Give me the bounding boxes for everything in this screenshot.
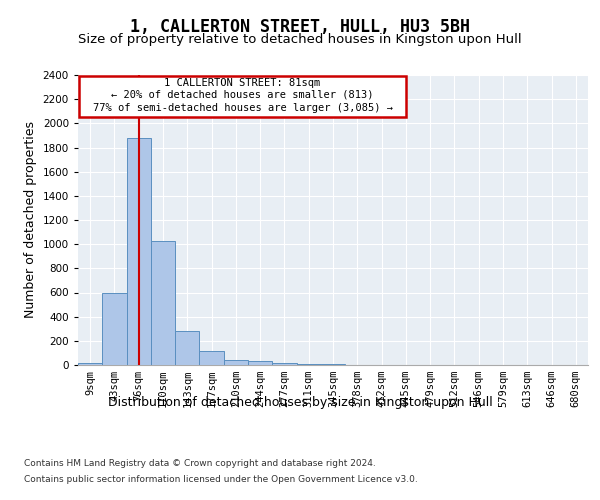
Bar <box>175 330 199 365</box>
Text: 77% of semi-detached houses are larger (3,085) →: 77% of semi-detached houses are larger (… <box>92 102 392 113</box>
Text: ← 20% of detached houses are smaller (813): ← 20% of detached houses are smaller (81… <box>111 90 374 100</box>
Text: 1, CALLERTON STREET, HULL, HU3 5BH: 1, CALLERTON STREET, HULL, HU3 5BH <box>130 18 470 36</box>
Y-axis label: Number of detached properties: Number of detached properties <box>24 122 37 318</box>
Text: 1 CALLERTON STREET: 81sqm: 1 CALLERTON STREET: 81sqm <box>164 78 320 88</box>
Bar <box>296 364 321 365</box>
Text: Contains public sector information licensed under the Open Government Licence v3: Contains public sector information licen… <box>24 474 418 484</box>
Text: Distribution of detached houses by size in Kingston upon Hull: Distribution of detached houses by size … <box>107 396 493 409</box>
Bar <box>79 76 406 116</box>
Bar <box>272 363 296 365</box>
Bar <box>224 360 248 365</box>
Bar <box>127 138 151 365</box>
Bar <box>151 240 175 365</box>
Text: Contains HM Land Registry data © Crown copyright and database right 2024.: Contains HM Land Registry data © Crown c… <box>24 460 376 468</box>
Bar <box>321 364 345 365</box>
Text: Size of property relative to detached houses in Kingston upon Hull: Size of property relative to detached ho… <box>78 32 522 46</box>
Bar <box>199 351 224 365</box>
Bar <box>78 363 102 365</box>
Bar <box>248 362 272 365</box>
Bar <box>102 292 127 365</box>
